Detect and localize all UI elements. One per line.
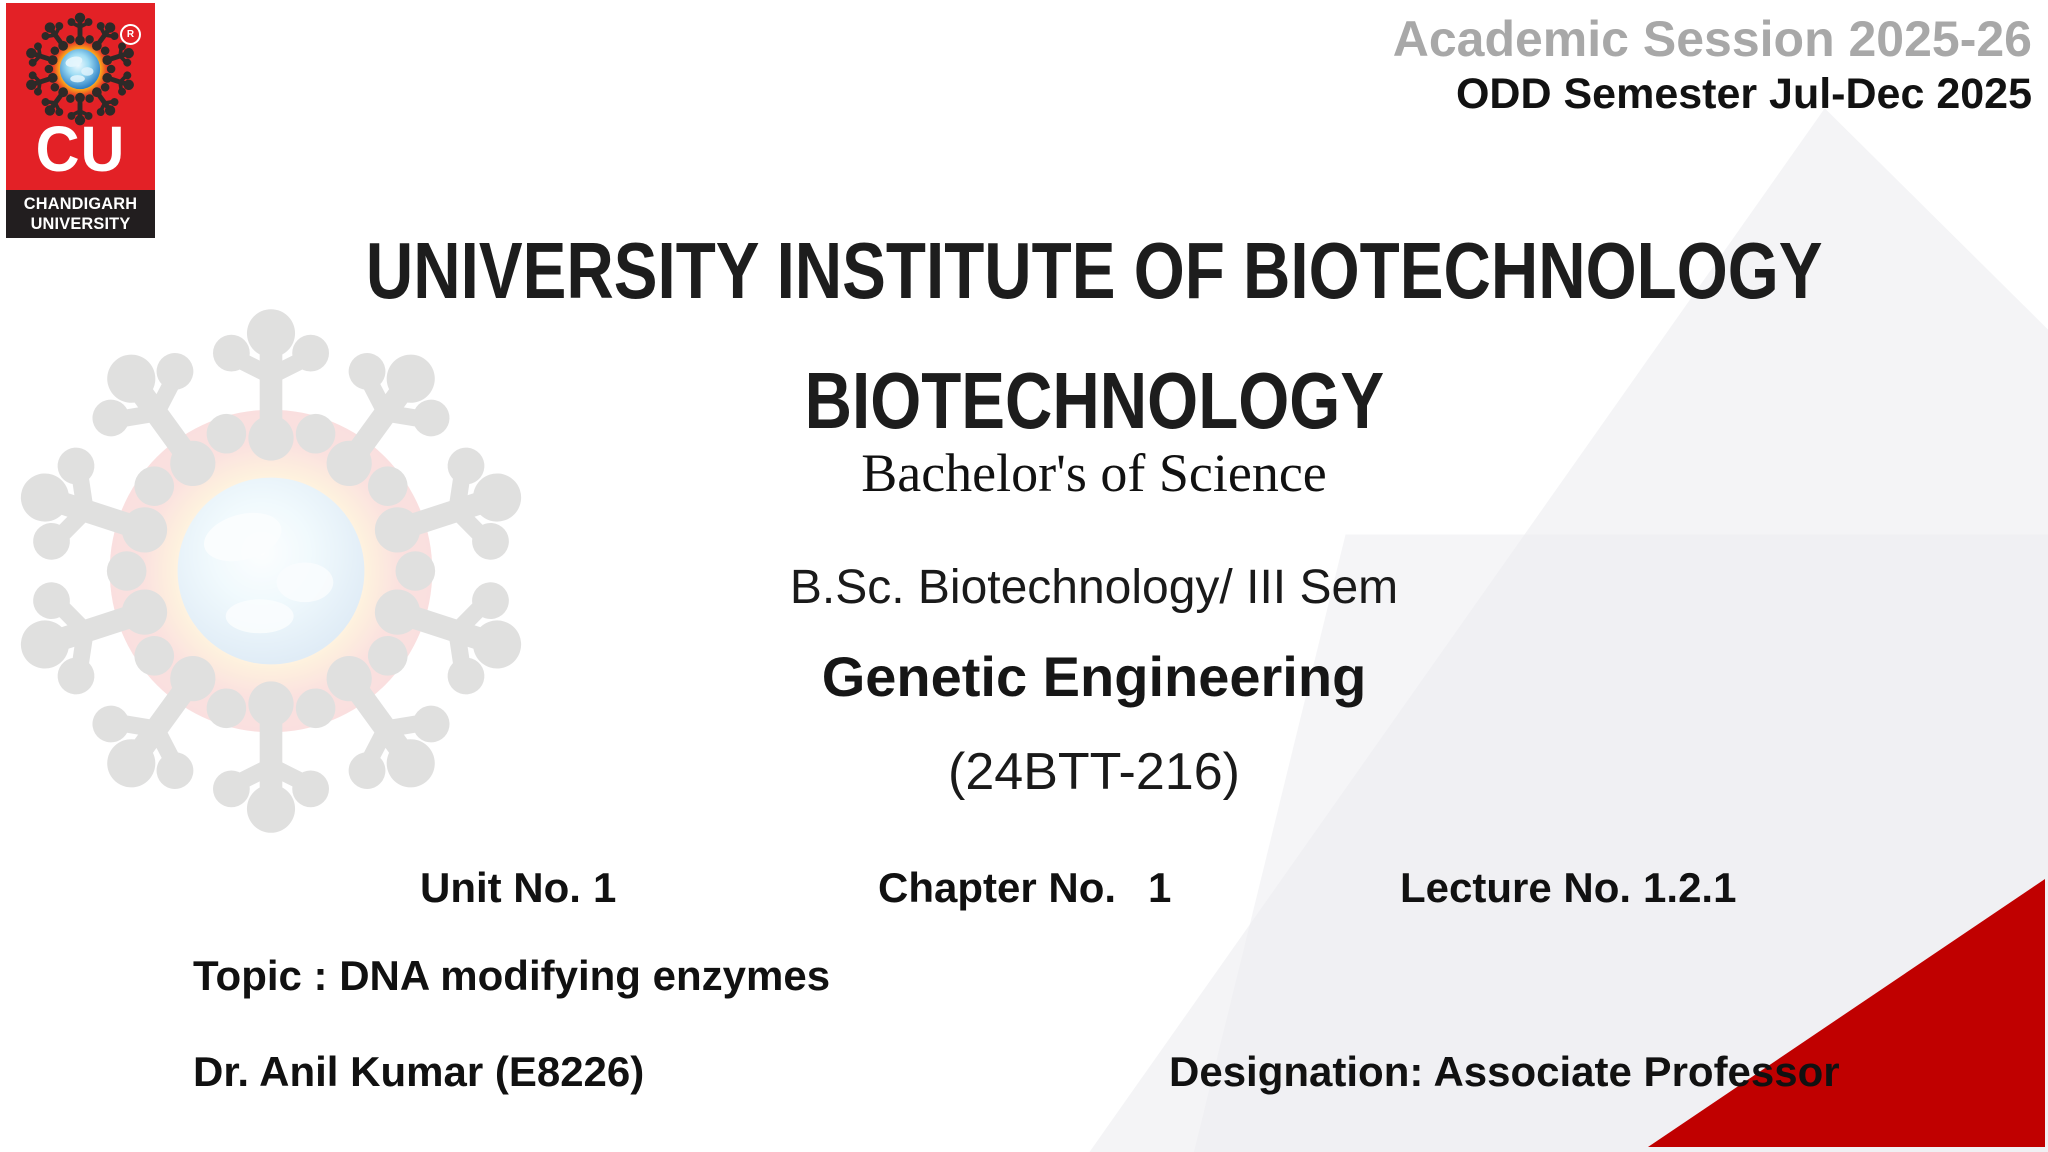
lecture-value: 1.2.1 (1643, 864, 1737, 911)
lecture-number: Lecture No. 1.2.1 (1400, 864, 1736, 912)
semester-label: ODD Semester Jul-Dec 2025 (1455, 70, 2032, 118)
unit-value: 1 (592, 864, 617, 911)
logo-university-line1: CHANDIGARH (23, 193, 138, 213)
topic-line: Topic : DNA modifying enzymes (193, 952, 831, 999)
logo-cu-text: CU (35, 113, 126, 185)
lecture-label: Lecture No. (1400, 864, 1632, 911)
chapter-value: 1 (1148, 864, 1172, 911)
academic-session-label: Academic Session 2025-26 (1392, 11, 2032, 67)
chapter-label: Chapter No. (878, 864, 1117, 911)
course-name: Genetic Engineering (821, 645, 1367, 708)
logo-university-line2: UNIVERSITY (30, 214, 131, 233)
logo-university-name: CHANDIGARH UNIVERSITY (6, 190, 155, 238)
course-code: (24BTT-216) (948, 743, 1240, 801)
registered-trademark-icon: R (120, 24, 141, 45)
unit-number: Unit No. 1 (420, 864, 616, 912)
instructor-designation: Designation: Associate Professor (1169, 1048, 1840, 1095)
degree-name: Bachelor's of Science (861, 443, 1327, 503)
institute-title-line2: BIOTECHNOLOGY (804, 356, 1384, 445)
unit-label: Unit No. (420, 864, 581, 911)
institute-title-line1: UNIVERSITY INSTITUTE OF BIOTECHNOLOGY (365, 226, 1823, 315)
chapter-number: Chapter No. 1 (878, 864, 1171, 912)
program-semester: B.Sc. Biotechnology/ III Sem (789, 561, 1399, 614)
cu-university-logo: R CU CHANDIGARH UNIVERSITY (6, 3, 155, 238)
instructor-name: Dr. Anil Kumar (E8226) (193, 1048, 645, 1095)
